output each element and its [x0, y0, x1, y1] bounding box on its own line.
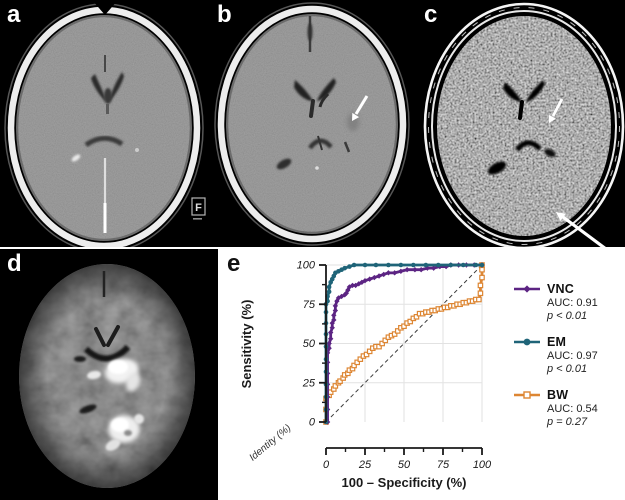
- svg-text:F: F: [195, 202, 202, 214]
- roc-legend: VNC AUC: 0.91 p < 0.01 EM AUC: 0.97 p < …: [512, 282, 622, 441]
- svg-text:50: 50: [398, 459, 411, 471]
- svg-text:75: 75: [437, 459, 450, 471]
- legend-item-vnc: VNC AUC: 0.91 p < 0.01: [512, 282, 622, 322]
- svg-text:25: 25: [302, 377, 316, 389]
- panel-e-roc-chart: e 0 25 50 75 100 0 25 50 75 100 100 – Specificity …: [220, 249, 625, 500]
- panel-c-label: c: [424, 1, 438, 28]
- legend-auc: AUC: 0.97: [547, 350, 598, 362]
- legend-item-em: EM AUC: 0.97 p < 0.01: [512, 335, 622, 375]
- panel-a-ct-image: a F: [0, 0, 210, 247]
- roc-plot: 0 25 50 75 100 0 25 50 75 100 100 – Specificity (%…: [239, 260, 492, 491]
- orientation-marker-f: F: [191, 197, 206, 220]
- legend-p-value: p < 0.01: [547, 363, 588, 375]
- svg-text:0: 0: [323, 459, 330, 471]
- bw-marker-icon: [512, 389, 542, 401]
- ct-scan-c: [417, 0, 625, 247]
- svg-text:Sensitivity (%): Sensitivity (%): [239, 300, 254, 389]
- svg-text:100 – Specificity (%): 100 – Specificity (%): [342, 475, 467, 490]
- panel-b-ct-image: b: [210, 0, 417, 247]
- em-marker-icon: [512, 336, 542, 348]
- panel-b-label: b: [217, 1, 232, 28]
- svg-text:100: 100: [297, 260, 316, 272]
- legend-name: EM: [547, 335, 567, 349]
- panel-e-label: e: [227, 250, 241, 277]
- dwi-scan-d: [0, 249, 218, 500]
- legend-name: VNC: [547, 282, 574, 296]
- panel-d-label: d: [7, 250, 22, 277]
- frontal-sinus-notch: [92, 0, 118, 15]
- panel-c-ct-image: c: [417, 0, 625, 247]
- legend-auc: AUC: 0.54: [547, 403, 598, 415]
- legend-p-value: p = 0.27: [547, 416, 588, 428]
- svg-text:75: 75: [303, 299, 316, 311]
- legend-item-bw: BW AUC: 0.54 p = 0.27: [512, 388, 622, 428]
- ct-scan-a: F: [0, 0, 210, 247]
- ct-scan-b: [210, 0, 417, 247]
- legend-name: BW: [547, 388, 569, 402]
- svg-text:0: 0: [309, 417, 316, 429]
- panel-a-label: a: [7, 1, 21, 28]
- svg-text:Identity (%): Identity (%): [247, 423, 293, 464]
- legend-p-value: p < 0.01: [547, 310, 588, 322]
- annotation-arrow: [352, 95, 369, 121]
- dwi-hyperintense-lesions: [87, 358, 144, 451]
- svg-text:25: 25: [358, 459, 372, 471]
- svg-text:50: 50: [303, 338, 316, 350]
- svg-text:100: 100: [473, 459, 492, 471]
- legend-auc: AUC: 0.91: [547, 297, 598, 309]
- vnc-marker-icon: [512, 283, 542, 295]
- annotation-arrow-long: [556, 212, 606, 247]
- annotation-arrow-small: [548, 98, 564, 123]
- panel-d-mri-image: d: [0, 249, 218, 500]
